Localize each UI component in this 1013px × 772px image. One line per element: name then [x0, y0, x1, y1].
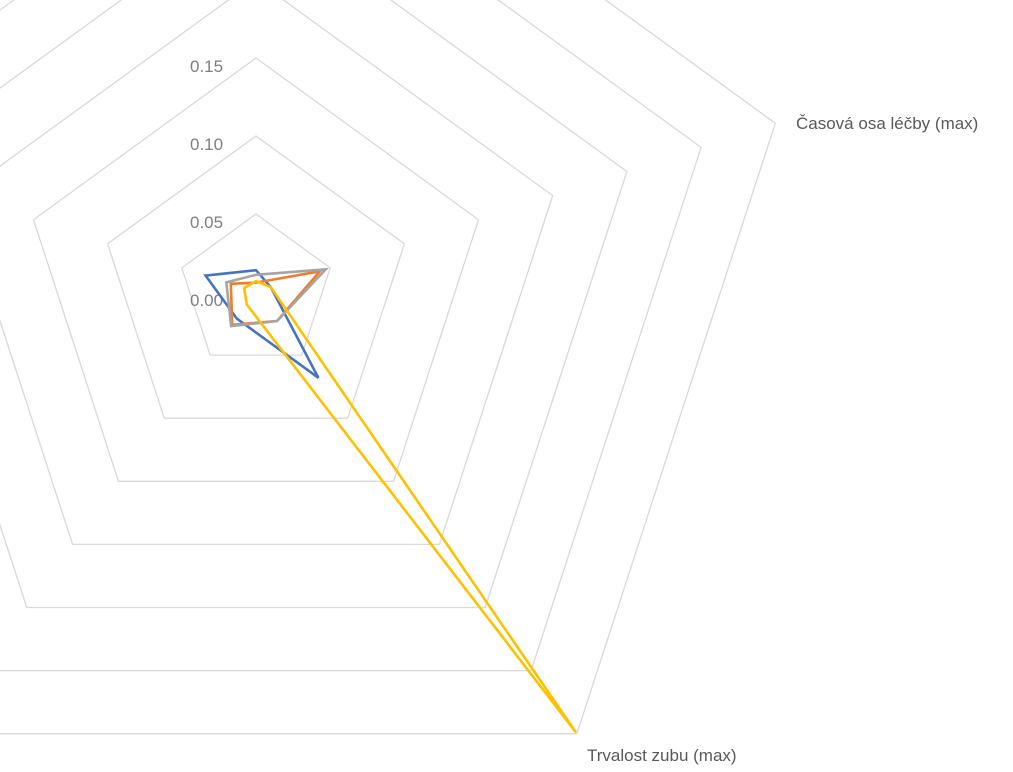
- axis-labels: Časová osa léčby (max) Trvalost zubu (ma…: [587, 114, 978, 765]
- grid-ring-5: [0, 0, 628, 609]
- grid-ring-1: [181, 213, 331, 356]
- radar-grid: [0, 0, 777, 735]
- series-line-0: [203, 268, 320, 379]
- series-line-3: [242, 279, 578, 734]
- grid-ring-2: [106, 135, 406, 419]
- tick-label-2: 0.10: [190, 135, 223, 154]
- axis-label-casova-osa: Časová osa léčby (max): [796, 114, 978, 133]
- tick-label-0: 0.00: [190, 291, 223, 310]
- radial-tick-labels: 0.00 0.05 0.10 0.15: [190, 57, 223, 310]
- tick-label-3: 0.15: [190, 57, 223, 76]
- grid-ring-7: [0, 0, 777, 735]
- tick-label-1: 0.05: [190, 213, 223, 232]
- grid-ring-4: [0, 0, 554, 546]
- series-line-2: [224, 267, 329, 328]
- radar-series: [203, 267, 578, 734]
- grid-ring-3: [32, 57, 480, 482]
- grid-ring-6: [0, 0, 702, 672]
- axis-label-trvalost-zubu: Trvalost zubu (max): [587, 746, 737, 765]
